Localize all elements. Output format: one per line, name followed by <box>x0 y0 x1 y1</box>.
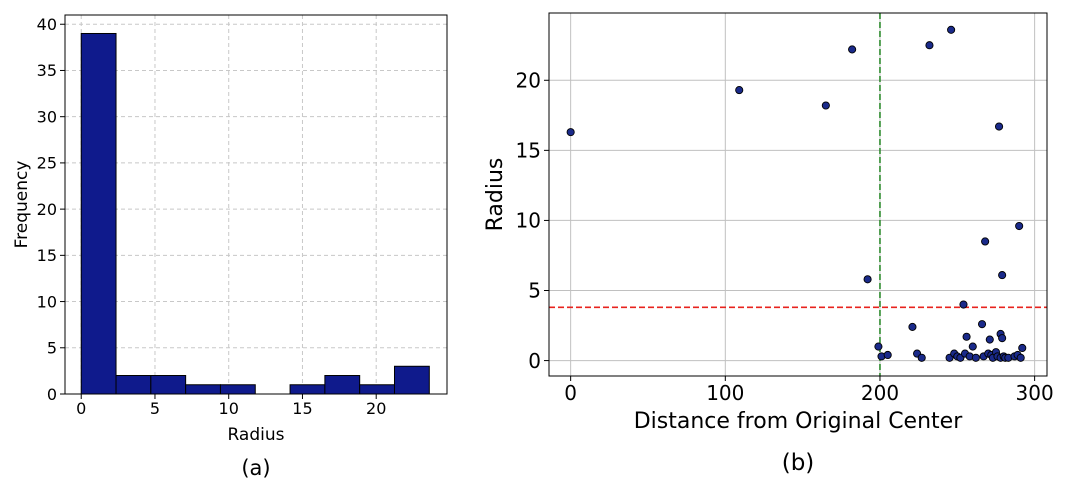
scatter-point <box>1018 343 1027 353</box>
histogram-bar <box>80 32 117 395</box>
scatter-point <box>883 350 892 360</box>
y-tick-label: 20 <box>37 200 57 219</box>
scatter-point <box>735 86 744 95</box>
y-tick-label: 20 <box>516 68 541 92</box>
scatter-point <box>917 353 926 362</box>
histogram-bar <box>185 384 221 395</box>
scatter-point <box>821 101 830 110</box>
histogram-bar <box>115 375 152 395</box>
x-tick-label: 15 <box>292 399 312 418</box>
scatter-point <box>968 342 977 351</box>
scatter-point <box>977 320 987 329</box>
histogram-bar <box>393 365 430 395</box>
y-tick-label: 0 <box>47 385 57 404</box>
y-tick-label: 0 <box>528 349 541 373</box>
plot-frame <box>64 14 448 395</box>
scatter-point <box>848 45 857 54</box>
scatter-point <box>566 128 575 137</box>
scatter-point <box>998 334 1007 343</box>
histogram-bar <box>219 384 256 395</box>
x-tick-label: 5 <box>150 399 160 418</box>
x-tick-label: 300 <box>1016 381 1054 405</box>
scatter-panel: 0 100 200 300 0 5 10 15 20 Distance from Original… <box>483 12 1054 476</box>
x-tick-label: 10 <box>219 399 239 418</box>
histogram-panel: 0 5 10 15 20 0 5 10 15 20 25 30 35 40 Radius Frequency (… <box>12 14 448 480</box>
y-tick-label: 35 <box>37 61 57 80</box>
y-tick-label: 40 <box>37 15 57 34</box>
histogram-bar <box>150 375 187 395</box>
histogram-bar <box>324 375 361 395</box>
y-tick-label: 5 <box>528 279 541 303</box>
y-tick-label: 30 <box>37 107 57 126</box>
y-tick-label: 10 <box>37 292 57 311</box>
x-tick-label: 20 <box>366 399 386 418</box>
x-axis-label: Distance from Original Center <box>634 409 963 434</box>
scatter-point <box>959 300 968 309</box>
y-tick-label: 5 <box>47 339 57 358</box>
y-axis-label: Radius <box>483 158 508 232</box>
scatter-point <box>962 332 971 341</box>
scatter-point <box>925 41 934 50</box>
panel-caption: (b) <box>782 450 815 476</box>
x-tick-label: 200 <box>861 381 899 405</box>
scatter-point <box>863 275 872 284</box>
scatter-point <box>985 335 994 344</box>
scatter-point <box>947 25 956 34</box>
x-tick-label: 0 <box>76 399 86 418</box>
y-tick-label: 25 <box>37 154 57 173</box>
scatter-point <box>1015 221 1024 231</box>
scatter-point <box>908 322 917 331</box>
x-axis-label: Radius <box>227 425 284 445</box>
y-tick-label: 15 <box>516 139 541 163</box>
y-tick-label: 10 <box>516 209 541 233</box>
scatter-point <box>995 122 1004 131</box>
x-tick-label: 0 <box>564 381 577 405</box>
histogram-bar <box>289 384 326 395</box>
scatter-point <box>874 342 883 351</box>
scatter-point <box>998 271 1007 280</box>
plot-frame <box>548 12 1048 377</box>
histogram-bar <box>359 384 395 395</box>
y-axis-label: Frequency <box>12 161 32 249</box>
x-tick-label: 100 <box>706 381 744 405</box>
panel-caption: (a) <box>241 456 270 480</box>
scatter-point <box>981 237 990 246</box>
scatter-point <box>1016 353 1025 362</box>
scatter-point <box>971 353 980 362</box>
y-tick-label: 15 <box>37 246 57 265</box>
